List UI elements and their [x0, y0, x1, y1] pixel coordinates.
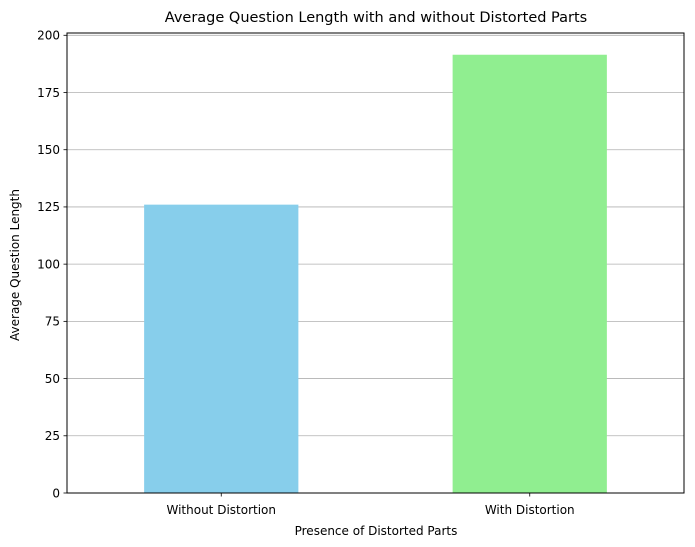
- plot-area-frame: [66, 32, 685, 494]
- y-tick-label: 175: [37, 86, 60, 100]
- x-tick-label: With Distortion: [485, 503, 575, 517]
- y-tick-label: 150: [37, 143, 60, 157]
- y-tick-label: 125: [37, 200, 60, 214]
- x-axis-label: Presence of Distorted Parts: [295, 524, 458, 538]
- y-tick-label: 200: [37, 29, 60, 43]
- y-tick-label: 100: [37, 257, 60, 271]
- x-tick-label: Without Distortion: [166, 503, 276, 517]
- y-tick-label: 0: [52, 486, 60, 500]
- bars: [144, 54, 607, 493]
- y-axis-ticks: 0 25 50 75 100 125 150 175 200: [37, 29, 67, 500]
- y-tick-label: 25: [45, 429, 60, 443]
- y-axis-label: Average Question Length: [8, 189, 22, 341]
- chart-title: Average Question Length with and without…: [165, 10, 587, 26]
- y-tick-label: 50: [45, 372, 60, 386]
- bar: [452, 54, 607, 493]
- y-tick-label: 75: [45, 315, 60, 329]
- x-axis-ticks: Without Distortion With Distortion: [166, 493, 575, 517]
- bar: [144, 204, 299, 493]
